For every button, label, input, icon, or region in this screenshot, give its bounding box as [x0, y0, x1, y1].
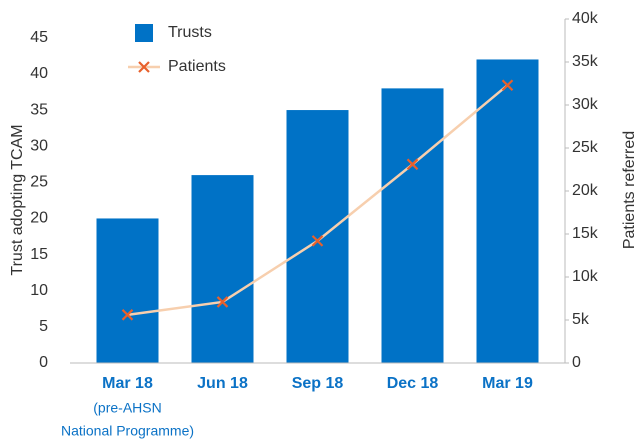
y2-tick-label: 35k [572, 53, 599, 70]
legend-swatch [135, 24, 153, 42]
x-tick-label: Dec 18 [387, 375, 439, 392]
y-tick-label: 30 [30, 137, 48, 154]
legend-marker [138, 61, 150, 73]
marker [406, 158, 419, 171]
x-tick-label: Sep 18 [292, 375, 344, 392]
y2-tick-label: 25k [572, 139, 599, 156]
y2-tick-label: 15k [572, 225, 599, 242]
legend-label: Trusts [168, 24, 212, 41]
x-tick-note: National Programme) [61, 423, 194, 439]
x-tick-label: Jun 18 [197, 375, 248, 392]
y-tick-label: 45 [30, 29, 48, 46]
bar [381, 88, 444, 364]
y-tick-label: 0 [39, 354, 48, 371]
legend-label: Patients [168, 58, 226, 75]
bar [286, 110, 349, 363]
y-tick-label: 15 [30, 246, 48, 263]
y2-tick-label: 40k [572, 10, 599, 27]
bar [191, 175, 254, 363]
y-tick-label: 20 [30, 210, 48, 227]
marker [501, 79, 514, 91]
marker [121, 309, 134, 321]
y2-tick-label: 0 [572, 354, 581, 371]
y-tick-label: 25 [30, 174, 48, 191]
y-tick-label: 10 [30, 282, 48, 299]
y-tick-label: 40 [30, 65, 48, 82]
bar [96, 218, 159, 363]
marker [216, 296, 229, 308]
x-tick-note: (pre-AHSN [93, 400, 161, 416]
y2-tick-label: 10k [572, 268, 599, 285]
y2-tick-label: 5k [572, 311, 590, 328]
y2-tick-label: 20k [572, 182, 599, 199]
y2-tick-label: 30k [572, 96, 599, 113]
y-tick-label: 5 [39, 318, 48, 335]
y-tick-label: 35 [30, 101, 48, 118]
bar [476, 59, 539, 364]
y2-axis-title: Patients referred [621, 131, 638, 249]
marker [311, 235, 324, 247]
x-tick-label: Mar 18 [102, 375, 153, 392]
x-tick-label: Mar 19 [482, 375, 533, 392]
y-axis-title: Trust adopting TCAM [9, 124, 26, 275]
